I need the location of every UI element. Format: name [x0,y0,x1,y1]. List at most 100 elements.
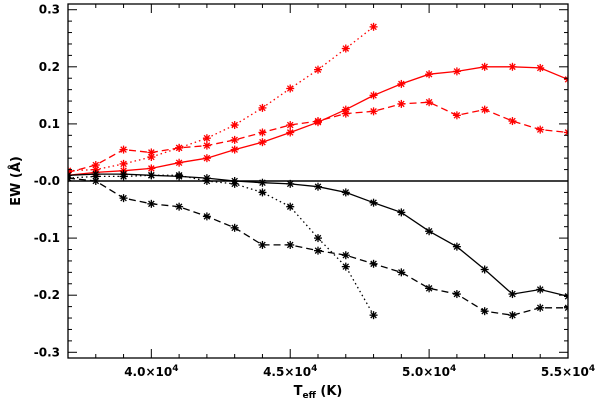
x-tick-mantissa: 5.5×10 [541,365,589,379]
data-point-black-dashed [536,303,545,312]
data-point-red-dashed [202,141,211,150]
data-point-black-dashed [369,259,378,268]
x-axis-label-subscript: eff [302,391,316,401]
data-point-black-dashed [425,284,434,293]
data-point-red-dashed [536,125,545,134]
data-point-black-dotted [202,177,211,185]
data-point-black-dotted [286,202,295,211]
data-point-red-solid [258,138,267,147]
axes: 4.0×104 4.5×104 5.0×104 5.5×1040.30.20.1-0.… [34,3,595,379]
data-point-black-dashed [175,202,184,211]
data-point-red-dashed [452,111,461,120]
data-point-red-dashed [480,105,489,114]
data-point-red-dashed [369,107,378,116]
x-axis-label-unit: (K) [316,384,342,399]
x-tick-label: 4.5×104 [263,364,317,379]
data-point-black-dashed [230,223,239,232]
data-point-black-dashed [508,311,517,320]
data-point-red-dashed [119,145,128,154]
data-point-red-dashed [258,128,267,137]
data-point-red-dotted [314,65,322,74]
data-point-red-dotted [175,143,184,152]
data-point-red-dashed [508,117,517,126]
x-tick-mantissa: 4.0×10 [124,365,172,379]
series-line-black-dashed [68,177,568,316]
data-point-red-solid [286,128,295,137]
data-point-red-solid [564,75,568,84]
data-point-red-solid [425,70,434,79]
data-point-red-solid [147,164,156,173]
x-tick-exponent: 4 [589,364,595,374]
y-axis-label: EW (Å) [8,156,24,206]
data-point-black-solid [286,179,295,188]
data-point-black-solid [341,188,350,197]
x-axis-label: Teff (K) [294,384,343,401]
data-point-black-dashed [452,290,461,299]
data-point-black-solid [314,182,322,191]
data-point-red-dotted [230,121,239,130]
y-tick-label: -0.1 [34,231,60,245]
data-point-red-dashed [341,109,350,118]
data-point-black-dashed [341,251,350,260]
y-tick-label: 0.3 [39,3,60,17]
data-point-black-dashed [564,303,568,312]
data-point-red-dotted [286,84,295,93]
data-point-black-dashed [147,199,156,208]
data-point-black-dashed [480,307,489,316]
data-point-red-dashed [397,99,406,108]
data-point-black-dotted [258,188,267,197]
plot-area [68,22,568,320]
data-point-black-dotted [68,174,72,183]
x-tick-exponent: 4 [172,364,178,374]
y-tick-label: 0.1 [39,117,60,131]
data-point-black-solid [480,265,489,274]
data-point-black-solid [564,292,568,301]
data-point-black-dotted [341,262,350,271]
data-point-black-dashed [397,268,406,277]
data-point-red-solid [175,158,184,167]
x-tick-exponent: 4 [311,364,317,374]
data-point-red-dashed [314,117,322,126]
data-point-red-dotted [147,153,156,162]
data-point-red-solid [508,62,517,71]
data-point-black-dashed [119,194,128,203]
data-point-red-dashed [564,128,568,137]
data-point-black-solid [258,178,267,187]
data-point-black-dotted [175,171,184,180]
y-tick-label: -0.3 [34,345,60,359]
data-point-red-solid [369,91,378,100]
data-point-black-solid [452,242,461,251]
data-point-black-dotted [314,234,322,243]
data-point-black-solid [536,285,545,294]
x-tick-mantissa: 4.5×10 [263,365,311,379]
data-point-red-dotted [258,103,267,112]
data-point-red-dotted [369,22,378,31]
data-point-red-solid [230,145,239,154]
data-point-black-dashed [286,240,295,249]
data-point-black-dashed [202,212,211,221]
data-point-red-dashed [286,121,295,130]
x-tick-mantissa: 5.0×10 [402,365,450,379]
x-axis-label-main: T [294,384,303,399]
data-point-red-dashed [230,135,239,144]
data-point-red-solid [480,62,489,71]
data-point-black-solid [369,198,378,207]
data-point-red-dotted [341,44,350,53]
data-point-black-dotted [147,171,156,180]
y-tick-label: 0.2 [39,60,60,74]
y-tick-label: -0.0 [34,174,60,188]
data-point-black-dashed [258,240,267,249]
data-point-black-dotted [119,172,128,181]
x-tick-label: 4.0×104 [124,364,178,379]
x-tick-label: 5.0×104 [402,364,456,379]
series-line-black-dotted [68,174,375,316]
x-tick-exponent: 4 [450,364,456,374]
data-point-black-dashed [314,246,322,255]
data-point-red-solid [536,63,545,72]
data-point-black-solid [397,208,406,217]
data-point-black-dotted [91,172,100,181]
data-point-red-dashed [425,98,434,107]
data-point-black-dotted [230,179,239,188]
data-point-red-solid [397,79,406,88]
